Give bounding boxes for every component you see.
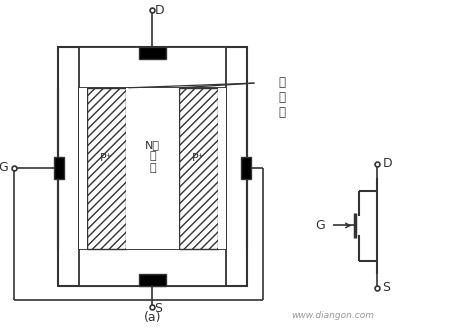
Text: www.diangon.com: www.diangon.com [292, 311, 374, 320]
Text: (a): (a) [144, 311, 161, 324]
Bar [218, 88, 225, 249]
Text: S: S [382, 281, 390, 294]
Bar [87, 88, 126, 249]
Text: D: D [154, 4, 164, 17]
Bar [241, 157, 251, 179]
Bar [79, 47, 225, 286]
Bar [58, 47, 247, 286]
Bar [126, 88, 179, 249]
Bar [54, 157, 63, 179]
Bar [179, 88, 218, 249]
Text: D: D [382, 158, 392, 170]
Text: 耗
尽
层: 耗 尽 层 [279, 76, 286, 119]
Text: G: G [0, 162, 8, 174]
Text: S: S [154, 302, 162, 315]
Bar [79, 88, 87, 249]
Text: P⁺: P⁺ [192, 153, 205, 163]
Text: G: G [315, 219, 325, 232]
Text: N型
沟
道: N型 沟 道 [145, 139, 160, 173]
Bar [139, 274, 166, 286]
Bar [139, 47, 166, 59]
Text: P⁺: P⁺ [100, 153, 113, 163]
